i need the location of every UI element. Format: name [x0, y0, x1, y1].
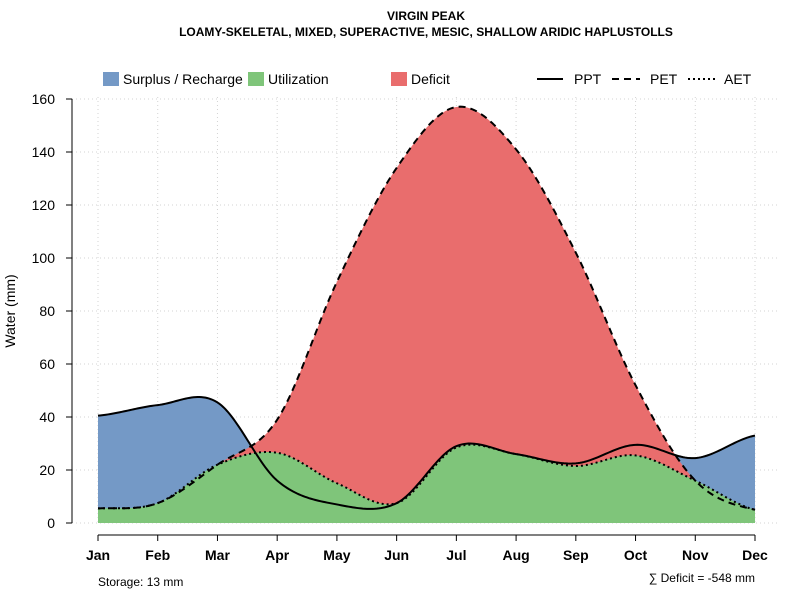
legend: Surplus / Recharge Utilization Deficit P… [103, 71, 752, 87]
y-tick-label: 60 [39, 356, 55, 372]
x-tick-label: Nov [682, 547, 709, 563]
y-tick-label: 0 [47, 515, 55, 531]
chart-subtitle: LOAMY-SKELETAL, MIXED, SUPERACTIVE, MESI… [179, 25, 673, 39]
legend-label-pet: PET [650, 71, 678, 87]
y-tick-label: 80 [39, 303, 55, 319]
y-tick-label: 140 [32, 144, 56, 160]
x-tick-label: Feb [145, 547, 170, 563]
deficit-area [98, 106, 755, 510]
y-tick-label: 20 [39, 462, 55, 478]
x-tick-label: Dec [742, 547, 768, 563]
legend-label-utilization: Utilization [268, 71, 329, 87]
deficit-annotation: ∑ Deficit = -548 mm [649, 571, 755, 585]
x-tick-label: Aug [502, 547, 529, 563]
x-tick-label: Apr [265, 547, 290, 563]
legend-swatch-deficit [391, 72, 407, 86]
legend-label-deficit: Deficit [411, 71, 450, 87]
legend-swatch-surplus [103, 72, 119, 86]
series-line-ppt [97, 396, 756, 510]
series-line-pet [97, 105, 756, 511]
y-tick-label: 160 [32, 91, 56, 107]
x-tick-label: Jun [384, 547, 409, 563]
series-line-aet [97, 443, 756, 511]
storage-annotation: Storage: 13 mm [98, 575, 183, 589]
legend-label-surplus: Surplus / Recharge [123, 71, 243, 87]
legend-label-ppt: PPT [574, 71, 602, 87]
y-tick-label: 100 [32, 250, 56, 266]
y-axis-label: Water (mm) [2, 274, 18, 347]
area-fills [98, 106, 755, 523]
x-tick-label: Oct [624, 547, 648, 563]
series-lines [97, 105, 756, 511]
legend-swatch-utilization [248, 72, 264, 86]
x-tick-label: Jul [446, 547, 466, 563]
x-tick-label: May [323, 547, 350, 563]
y-tick-label: 40 [39, 409, 55, 425]
x-tick-label: Sep [563, 547, 589, 563]
axes: 0 20 40 60 80 100 120 140 160 Jan Feb Mar Apr May Jun J… [32, 91, 768, 563]
y-tick-label: 120 [32, 197, 56, 213]
chart-title: VIRGIN PEAK [387, 9, 465, 23]
x-tick-label: Jan [86, 547, 110, 563]
x-tick-label: Mar [205, 547, 230, 563]
legend-label-aet: AET [724, 71, 752, 87]
